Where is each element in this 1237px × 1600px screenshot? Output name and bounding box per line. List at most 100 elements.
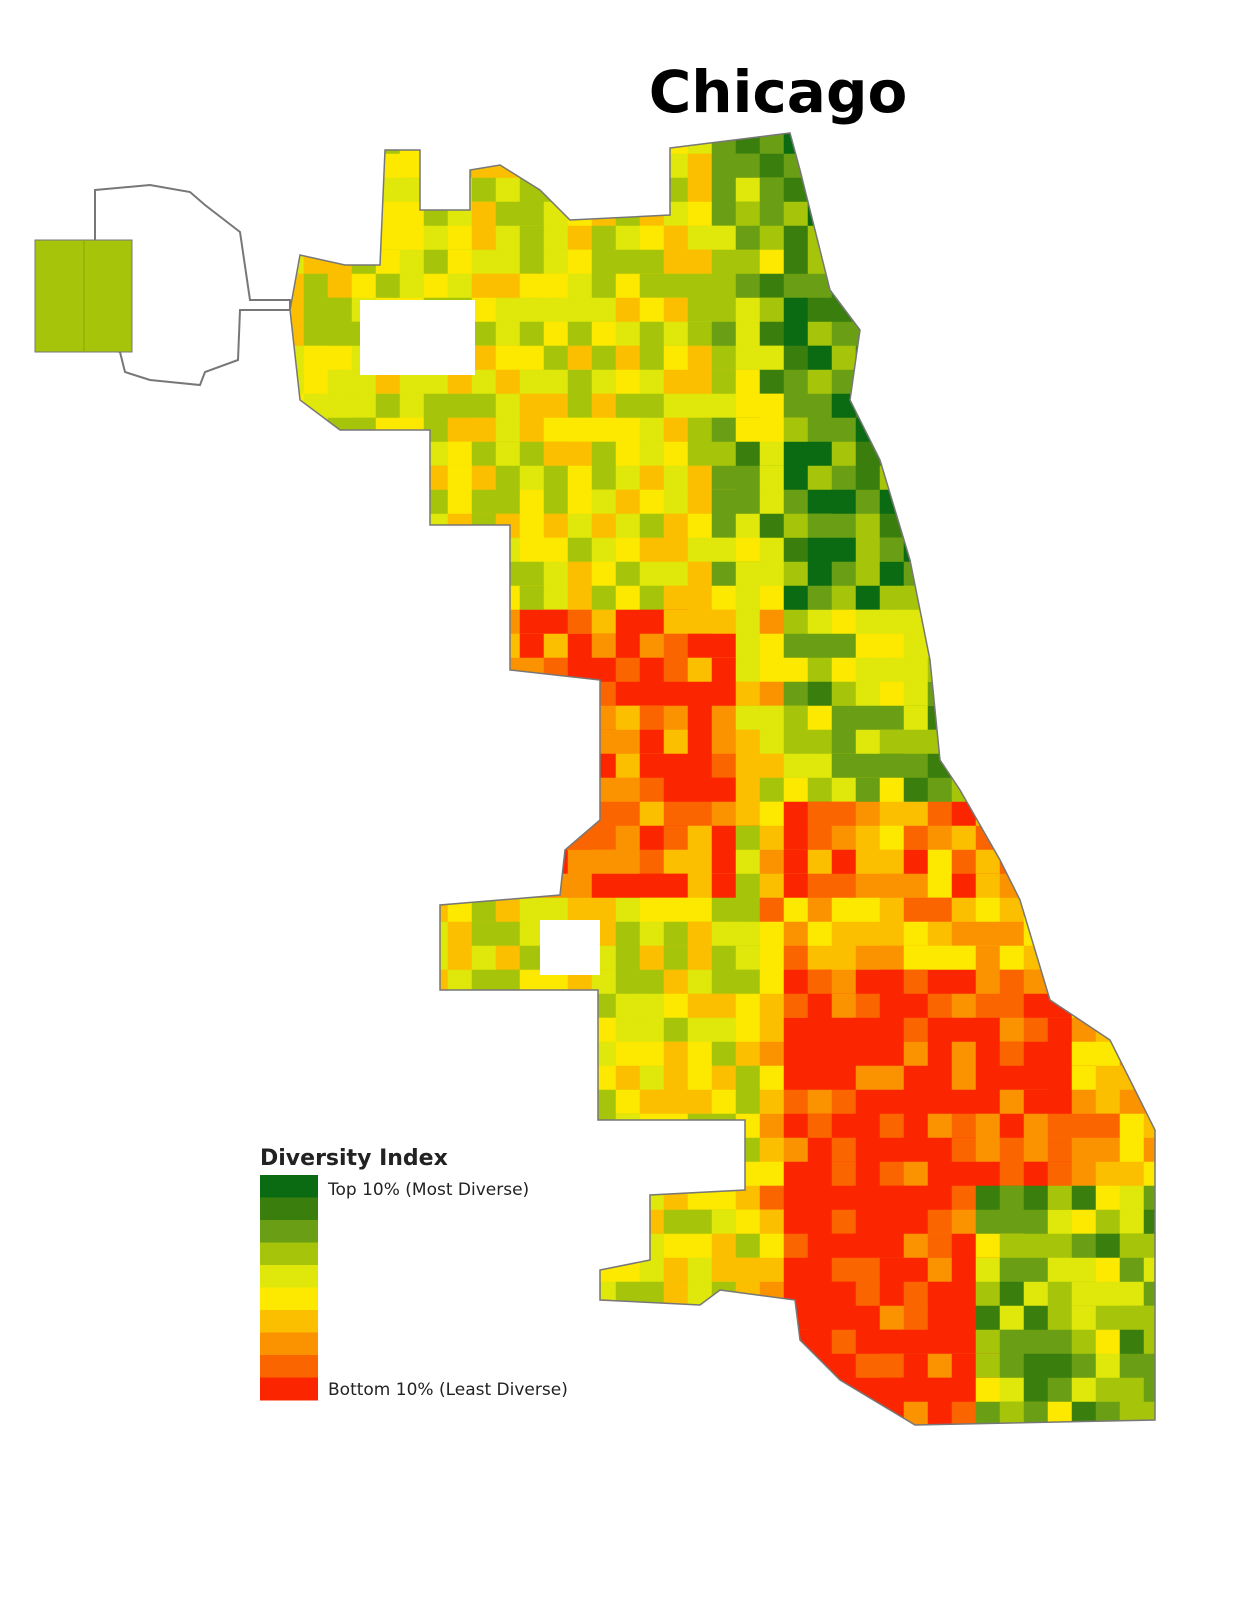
tract xyxy=(1119,825,1145,851)
tract xyxy=(759,1041,785,1067)
tract xyxy=(759,1065,785,1091)
tract xyxy=(303,705,353,731)
tract xyxy=(351,133,377,155)
tract xyxy=(290,1089,305,1115)
tract xyxy=(1095,1329,1121,1355)
tract xyxy=(927,1233,953,1259)
tract xyxy=(999,369,1049,395)
tract xyxy=(1095,945,1121,971)
tract xyxy=(663,537,689,563)
tract xyxy=(1095,225,1121,251)
tract xyxy=(1071,873,1097,899)
tract xyxy=(903,1161,929,1187)
tract xyxy=(519,993,545,1019)
tract xyxy=(471,177,497,203)
tract xyxy=(423,561,449,587)
tract xyxy=(1143,489,1155,515)
tract xyxy=(711,753,737,779)
legend xyxy=(260,1175,318,1401)
tract xyxy=(711,297,737,323)
tract xyxy=(927,153,953,179)
tract xyxy=(975,417,1001,443)
tract xyxy=(879,681,905,707)
tract xyxy=(290,681,305,707)
tract xyxy=(663,585,689,611)
tract xyxy=(495,153,545,179)
tract xyxy=(1071,585,1097,611)
tract xyxy=(711,1377,737,1403)
tract xyxy=(351,1329,377,1355)
tract xyxy=(290,633,329,659)
tract xyxy=(471,1017,497,1043)
tract xyxy=(639,1113,665,1139)
tract xyxy=(290,777,329,803)
tract xyxy=(399,1305,449,1331)
tract xyxy=(447,945,473,971)
tract xyxy=(519,1257,545,1283)
tract xyxy=(1143,777,1155,803)
tract xyxy=(975,1137,1001,1163)
tract xyxy=(1023,1185,1049,1211)
tract xyxy=(471,1401,497,1425)
tract xyxy=(1143,1353,1155,1379)
tract xyxy=(999,133,1049,155)
tract xyxy=(567,1113,593,1139)
tract xyxy=(567,1137,593,1163)
tract xyxy=(290,417,329,443)
tract xyxy=(519,1305,545,1331)
tract xyxy=(303,945,329,971)
tract xyxy=(687,1257,713,1283)
tract xyxy=(759,1305,785,1331)
tract xyxy=(519,1329,545,1355)
tract xyxy=(687,825,713,851)
tract xyxy=(1143,177,1155,203)
tract xyxy=(687,633,713,659)
tract xyxy=(879,321,929,347)
tract xyxy=(999,273,1025,299)
tract xyxy=(1047,393,1073,419)
tract xyxy=(639,1065,665,1091)
tract xyxy=(903,801,929,827)
tract xyxy=(519,585,545,611)
tract xyxy=(290,849,329,875)
tract xyxy=(1095,345,1121,371)
tract xyxy=(759,993,785,1019)
tract xyxy=(855,1137,881,1163)
tract xyxy=(423,585,449,611)
tract xyxy=(783,1065,809,1091)
tract xyxy=(759,1089,785,1115)
tract xyxy=(591,465,617,491)
tract xyxy=(567,801,593,827)
tract xyxy=(303,273,329,299)
tract xyxy=(759,249,785,275)
tract xyxy=(927,729,953,755)
legend-swatch xyxy=(260,1197,318,1221)
tract xyxy=(1071,801,1121,827)
tract xyxy=(879,1257,905,1283)
tract xyxy=(1023,177,1049,203)
tract xyxy=(807,681,833,707)
tract xyxy=(290,585,329,611)
tract xyxy=(543,1281,593,1307)
legend-swatch xyxy=(260,1377,318,1401)
tract xyxy=(591,1353,641,1379)
tract xyxy=(567,1305,593,1331)
tract xyxy=(855,1161,881,1187)
tract xyxy=(663,897,689,923)
tract xyxy=(615,945,641,971)
tract xyxy=(303,465,329,491)
tract xyxy=(927,133,953,155)
tract xyxy=(855,465,881,491)
tract xyxy=(447,1065,473,1091)
tract xyxy=(927,369,977,395)
tract xyxy=(1143,705,1155,731)
tract xyxy=(783,729,809,755)
tract xyxy=(951,561,977,587)
tract xyxy=(1023,1065,1049,1091)
tract xyxy=(1143,897,1155,923)
tract xyxy=(543,1137,593,1163)
tract xyxy=(759,897,785,923)
tract xyxy=(999,945,1025,971)
tract xyxy=(327,1017,353,1043)
tract xyxy=(759,1401,809,1425)
